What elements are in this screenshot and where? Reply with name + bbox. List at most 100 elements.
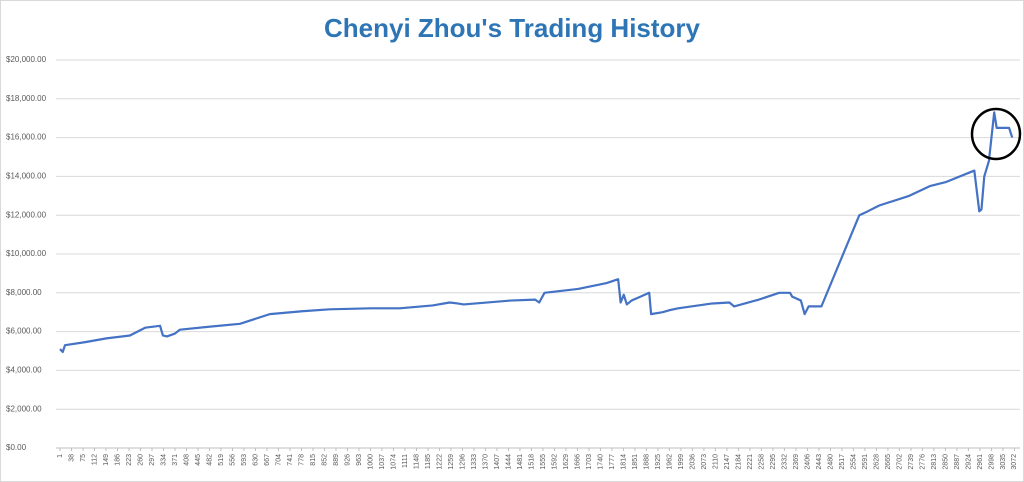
x-tick-label: 704 <box>275 454 282 466</box>
x-tick-label: 1925 <box>655 454 662 470</box>
x-tick-label: 1111 <box>402 454 409 468</box>
x-tick-label: 556 <box>229 454 236 466</box>
x-tick-label: 926 <box>344 454 351 466</box>
x-tick-label: 1148 <box>413 454 420 469</box>
x-tick-label: 1296 <box>459 454 466 470</box>
x-tick-label: 2517 <box>839 454 846 470</box>
x-tick-label: 2776 <box>919 454 926 470</box>
x-tick-label: 1259 <box>448 454 455 470</box>
x-tick-label: 2332 <box>781 454 788 470</box>
x-tick-label: 1851 <box>632 454 639 470</box>
y-tick-label: $0.00 <box>6 443 27 452</box>
x-tick-label: 75 <box>80 454 87 462</box>
x-tick-label: 2739 <box>908 454 915 470</box>
x-tick-label: 1777 <box>609 454 616 470</box>
x-tick-label: 2554 <box>850 454 857 470</box>
x-tick-label: 334 <box>160 454 167 466</box>
x-tick-label: 1592 <box>551 454 558 470</box>
x-tick-label: 260 <box>137 454 144 466</box>
x-tick-label: 482 <box>206 454 213 466</box>
y-tick-label: $18,000.00 <box>6 94 47 103</box>
highlight-circle <box>970 107 1022 161</box>
x-tick-label: 445 <box>195 454 202 466</box>
x-tick-label: 1740 <box>597 454 604 470</box>
x-tick-label: 889 <box>333 454 340 466</box>
x-tick-label: 112 <box>91 454 98 465</box>
x-tick-label: 1037 <box>379 454 386 470</box>
x-tick-label: 2998 <box>988 454 995 470</box>
x-tick-label: 1962 <box>666 454 673 470</box>
x-tick-label: 2961 <box>977 454 984 470</box>
x-tick-label: 2184 <box>735 454 742 470</box>
x-tick-label: 2147 <box>724 454 731 470</box>
x-tick-label: 2036 <box>689 454 696 470</box>
x-tick-label: 371 <box>172 454 179 466</box>
x-tick-label: 1074 <box>390 454 397 470</box>
y-tick-label: $16,000.00 <box>6 133 47 142</box>
x-tick-label: 630 <box>252 454 259 466</box>
x-tick-label: 2665 <box>885 454 892 470</box>
x-tick-label: 2221 <box>747 454 754 470</box>
x-tick-label: 1518 <box>528 454 535 470</box>
x-tick-label: 1814 <box>620 454 627 470</box>
y-tick-label: $6,000.00 <box>6 327 42 336</box>
x-tick-label: 2073 <box>701 454 708 470</box>
x-tick-label: 2702 <box>896 454 903 470</box>
x-tick-label: 1888 <box>643 454 650 470</box>
x-tick-label: 852 <box>321 454 328 466</box>
x-tick-label: 593 <box>241 454 248 466</box>
chart-title: Chenyi Zhou's Trading History <box>324 13 701 43</box>
line-series <box>59 111 1014 354</box>
y-tick-label: $20,000.00 <box>6 55 47 64</box>
x-tick-label: 519 <box>218 454 225 466</box>
y-tick-label: $4,000.00 <box>6 366 42 375</box>
x-tick-label: 741 <box>287 454 294 466</box>
y-tick-label: $14,000.00 <box>6 172 47 181</box>
x-tick-label: 2369 <box>793 454 800 470</box>
x-tick-label: 2406 <box>804 454 811 470</box>
x-tick-label: 1 <box>57 454 64 458</box>
x-tick-label: 2258 <box>758 454 765 470</box>
x-tick-label: 2591 <box>862 454 869 470</box>
x-tick-label: 297 <box>149 454 156 466</box>
x-tick-label: 2813 <box>931 454 938 470</box>
y-tick-label: $10,000.00 <box>6 249 47 258</box>
x-tick-label: 2295 <box>770 454 777 470</box>
y-tick-label: $12,000.00 <box>6 210 47 219</box>
x-tick-label: 1703 <box>586 454 593 470</box>
x-tick-label: 3072 <box>1011 454 1018 470</box>
y-tick-label: $2,000.00 <box>6 404 42 413</box>
x-tick-label: 3035 <box>1000 454 1007 470</box>
x-tick-label: 1666 <box>574 454 581 470</box>
x-tick-label: 2110 <box>712 454 719 469</box>
x-tick-label: 149 <box>103 454 110 466</box>
x-tick-label: 963 <box>356 454 363 466</box>
x-tick-label: 2443 <box>816 454 823 470</box>
x-tick-label: 667 <box>264 454 271 466</box>
x-tick-label: 815 <box>310 454 317 466</box>
x-tick-label: 2628 <box>873 454 880 470</box>
x-tick-label: 186 <box>114 454 121 466</box>
x-tick-label: 1407 <box>494 454 501 470</box>
x-tick-label: 2850 <box>942 454 949 470</box>
x-tick-label: 2924 <box>965 454 972 470</box>
x-tick-label: 1000 <box>367 454 374 470</box>
x-tick-label: 408 <box>183 454 190 466</box>
x-tick-label: 2480 <box>827 454 834 470</box>
x-tick-label: 1370 <box>482 454 489 470</box>
x-tick-label: 1444 <box>505 454 512 470</box>
x-tick-label: 1185 <box>425 454 432 469</box>
x-tick-label: 2887 <box>954 454 961 470</box>
x-tick-label: 223 <box>126 454 133 466</box>
x-tick-label: 1333 <box>471 454 478 470</box>
x-tick-label: 778 <box>298 454 305 466</box>
x-tick-label: 1999 <box>678 454 685 470</box>
x-tick-label: 1222 <box>436 454 443 470</box>
y-tick-label: $8,000.00 <box>6 288 42 297</box>
x-tick-label: 1629 <box>563 454 570 470</box>
x-tick-label: 38 <box>68 454 75 462</box>
x-tick-label: 1555 <box>540 454 547 470</box>
x-tick-label: 1481 <box>517 454 524 470</box>
